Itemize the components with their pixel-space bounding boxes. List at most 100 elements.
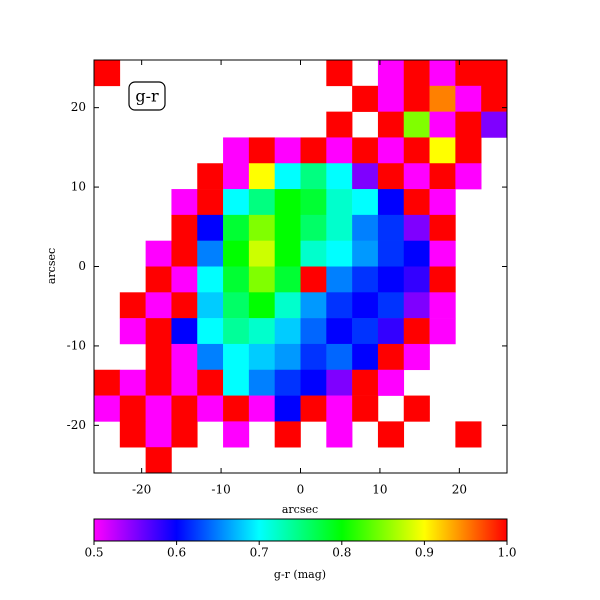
cell bbox=[403, 240, 430, 267]
cell bbox=[326, 266, 353, 293]
y-axis-label: arcsec bbox=[45, 248, 58, 284]
colorbar-tick-label: 0.5 bbox=[84, 546, 103, 560]
cell bbox=[197, 318, 224, 345]
cell bbox=[300, 137, 327, 164]
cell bbox=[429, 266, 456, 293]
cell bbox=[377, 318, 405, 345]
cell bbox=[481, 111, 508, 138]
cell bbox=[377, 137, 405, 164]
colorbar bbox=[93, 518, 508, 542]
cell bbox=[145, 318, 172, 345]
annotation-box bbox=[128, 81, 166, 111]
y-tick-label: 20 bbox=[71, 100, 86, 114]
cell bbox=[352, 343, 379, 371]
cell bbox=[171, 395, 198, 422]
cell bbox=[145, 343, 172, 371]
cell bbox=[248, 343, 275, 371]
cell bbox=[455, 111, 482, 138]
cell bbox=[274, 369, 301, 396]
cell bbox=[377, 240, 405, 267]
cell bbox=[300, 240, 327, 267]
cell bbox=[403, 343, 430, 371]
cell bbox=[352, 318, 379, 345]
cell bbox=[223, 318, 250, 345]
cell bbox=[274, 266, 301, 293]
colorbar-tick-label: 1.0 bbox=[497, 546, 516, 560]
cell bbox=[377, 266, 405, 293]
y-tick-label: 0 bbox=[78, 259, 86, 273]
cell bbox=[223, 214, 250, 241]
cell bbox=[223, 395, 250, 422]
cell bbox=[429, 60, 456, 87]
cell bbox=[171, 318, 198, 345]
cell bbox=[197, 343, 224, 371]
cell bbox=[171, 292, 198, 319]
cell bbox=[223, 137, 250, 164]
cell bbox=[223, 163, 250, 190]
cell bbox=[248, 240, 275, 267]
cell bbox=[455, 163, 482, 190]
cell bbox=[455, 421, 482, 448]
cell bbox=[403, 60, 430, 87]
cell bbox=[197, 240, 224, 267]
cell bbox=[352, 85, 379, 112]
cell bbox=[326, 137, 353, 164]
cell bbox=[300, 369, 327, 396]
cell bbox=[171, 266, 198, 293]
cell bbox=[248, 163, 275, 190]
cell bbox=[455, 85, 482, 112]
cell bbox=[119, 395, 146, 422]
cell bbox=[326, 318, 353, 345]
cell bbox=[429, 240, 456, 267]
cell bbox=[223, 343, 250, 371]
cell bbox=[197, 266, 224, 293]
cell bbox=[300, 214, 327, 241]
cell bbox=[403, 292, 430, 319]
cell bbox=[274, 421, 301, 448]
colorbar-tick-label: 0.7 bbox=[250, 546, 269, 560]
y-tick-label: -10 bbox=[67, 338, 86, 352]
cell bbox=[248, 369, 275, 396]
cell bbox=[274, 343, 301, 371]
cell bbox=[300, 189, 327, 216]
cell bbox=[274, 137, 301, 164]
cell bbox=[352, 266, 379, 293]
cell bbox=[223, 421, 250, 448]
cell bbox=[377, 343, 405, 371]
y-tick-label: -20 bbox=[67, 418, 86, 432]
cell bbox=[481, 60, 508, 87]
cell bbox=[403, 189, 430, 216]
cell bbox=[429, 189, 456, 216]
cell bbox=[352, 395, 379, 422]
x-tick-label: -10 bbox=[211, 483, 230, 497]
cell bbox=[274, 240, 301, 267]
cell bbox=[300, 266, 327, 293]
cell bbox=[377, 189, 405, 216]
cell bbox=[171, 421, 198, 448]
cell bbox=[352, 292, 379, 319]
cell bbox=[352, 240, 379, 267]
cell bbox=[300, 292, 327, 319]
cell bbox=[94, 395, 121, 422]
cell bbox=[429, 163, 456, 190]
cell bbox=[274, 163, 301, 190]
cell bbox=[429, 214, 456, 241]
cell bbox=[145, 240, 172, 267]
cell bbox=[377, 421, 405, 448]
colorbar-label: g-r (mag) bbox=[274, 568, 326, 581]
cell bbox=[326, 240, 353, 267]
cell bbox=[377, 60, 405, 87]
cell bbox=[403, 214, 430, 241]
cell bbox=[171, 189, 198, 216]
cell bbox=[352, 137, 379, 164]
x-axis-label: arcsec bbox=[282, 503, 318, 516]
cell bbox=[326, 60, 353, 87]
cell bbox=[429, 318, 456, 345]
cell bbox=[197, 189, 224, 216]
cell bbox=[171, 343, 198, 371]
cell bbox=[352, 163, 379, 190]
cell bbox=[197, 395, 224, 422]
cell bbox=[300, 395, 327, 422]
cell bbox=[248, 189, 275, 216]
annotation: g-r bbox=[135, 87, 159, 106]
